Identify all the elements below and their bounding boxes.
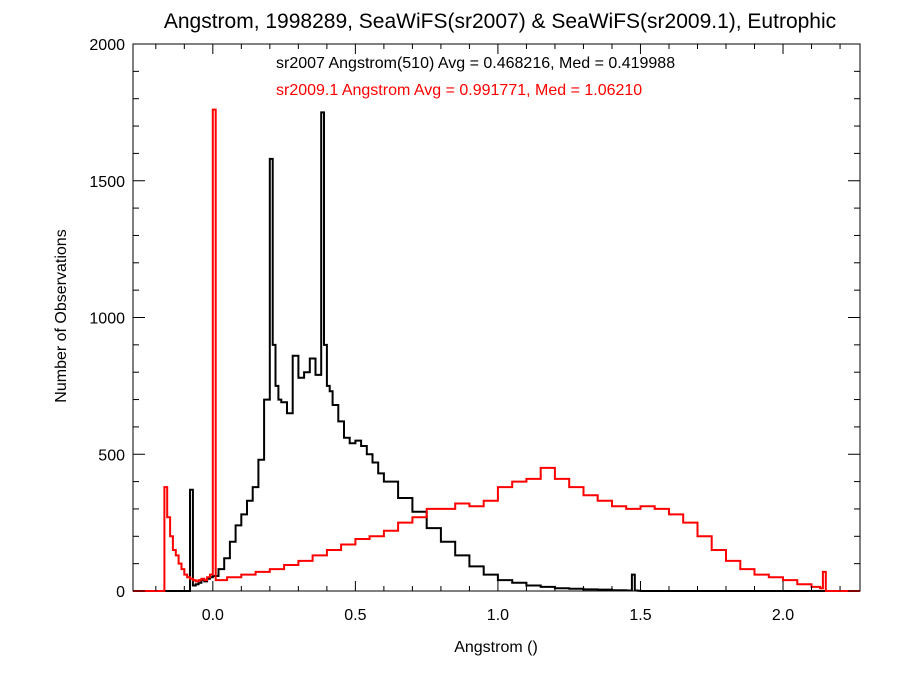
y-tick-label: 1500 bbox=[89, 174, 125, 191]
plot-area bbox=[132, 43, 861, 592]
y-axis-label: Number of Observations bbox=[53, 229, 70, 402]
annotation-sr2007: sr2007 Angstrom(510) Avg = 0.468216, Med… bbox=[276, 55, 675, 72]
x-tick-label: 1.0 bbox=[487, 607, 509, 624]
histogram-series-0 bbox=[133, 111, 860, 592]
annotation-sr2009: sr2009.1 Angstrom Avg = 0.991771, Med = … bbox=[276, 82, 642, 99]
x-tick-label: 0.0 bbox=[202, 607, 224, 624]
x-tick-label: 1.5 bbox=[629, 607, 651, 624]
y-tick-label: 500 bbox=[98, 447, 125, 464]
tick-layer bbox=[133, 43, 860, 592]
histogram-series-1 bbox=[133, 108, 860, 592]
series-layer bbox=[133, 108, 860, 592]
x-axis-label: Angstrom () bbox=[454, 639, 538, 656]
x-tick-label: 2.0 bbox=[772, 607, 794, 624]
plot-frame bbox=[132, 43, 861, 592]
chart-title: Angstrom, 1998289, SeaWiFS(sr2007) & Sea… bbox=[164, 10, 836, 33]
y-tick-label: 1000 bbox=[89, 311, 125, 328]
x-tick-label: 0.5 bbox=[344, 607, 366, 624]
y-tick-label: 2000 bbox=[89, 37, 125, 54]
y-tick-label: 0 bbox=[116, 584, 125, 601]
tick-label-layer: 0.0 0.5 1.0 1.5 2.0 0 500 1000 1500 2000 bbox=[89, 37, 794, 624]
